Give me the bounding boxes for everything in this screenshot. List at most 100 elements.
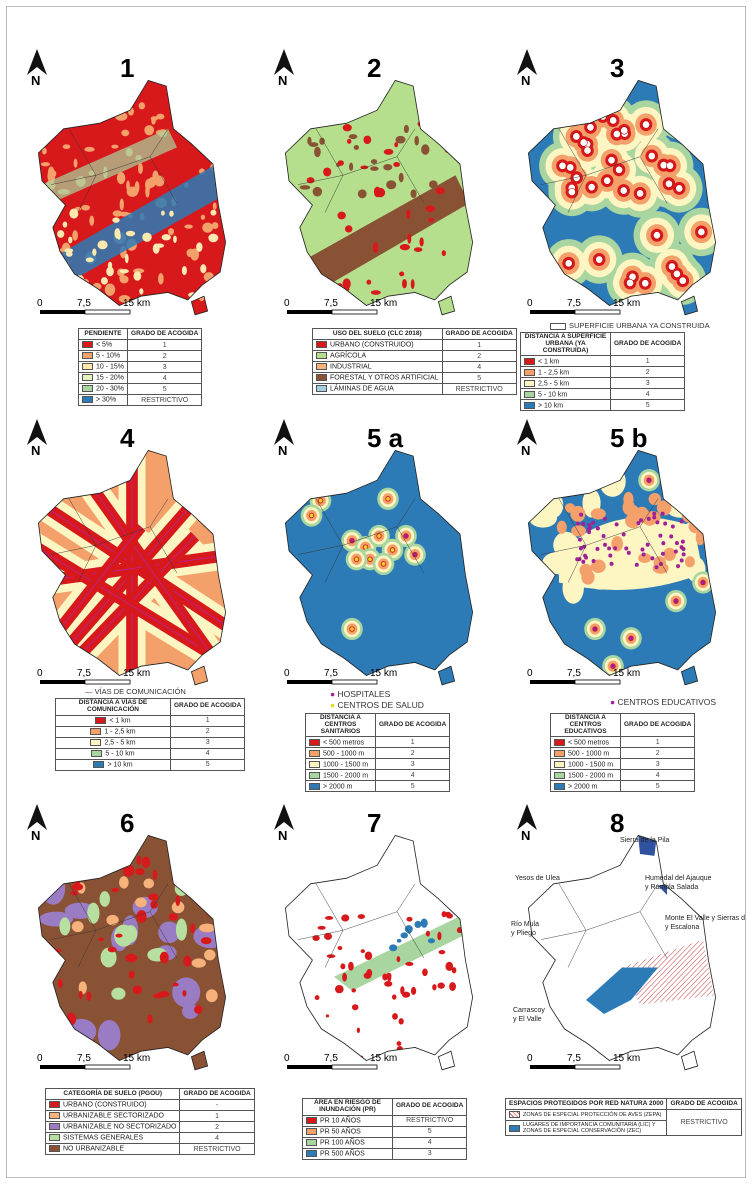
slope-patch	[168, 228, 175, 236]
map-number: 8	[610, 808, 624, 838]
point-legend-item: ● CENTROS DE SALUD	[330, 700, 424, 710]
school-point	[679, 558, 684, 563]
slope-patch	[161, 234, 171, 241]
urban-patch	[435, 187, 445, 195]
legend-title: PENDIENTE	[77, 328, 129, 340]
urban-patch	[337, 211, 346, 220]
legend-swatch	[49, 1101, 60, 1109]
school-point	[539, 492, 543, 497]
flood-zone	[427, 938, 436, 944]
legend-label: 10 - 15%	[96, 363, 125, 371]
urban-zone	[98, 937, 104, 942]
slope-patch	[115, 111, 128, 121]
legend-label: 1 - 2,5 km	[538, 369, 570, 377]
general-systems	[100, 947, 117, 968]
flood-zone	[400, 932, 409, 939]
scale-bar: 0 7,5 15 km	[527, 1053, 640, 1070]
legend-grade-header: GRADO DE ACOGIDA	[609, 331, 686, 357]
lic-area	[638, 835, 657, 856]
legend-grade-header: GRADO DE ACOGIDA	[619, 712, 696, 738]
sectorized-zone	[106, 914, 119, 926]
legend-swatch	[82, 341, 93, 349]
flood-zone	[325, 1014, 330, 1018]
legend-label: 500 - 1000 m	[323, 750, 365, 758]
slope-patch	[121, 129, 130, 137]
slope-patch	[188, 133, 195, 142]
urban-patch	[417, 120, 425, 127]
svg-text:15 km: 15 km	[123, 668, 150, 679]
slope-patch	[198, 288, 206, 302]
school-point	[658, 562, 663, 567]
protected-area-label: Río Mula y Pliego	[511, 921, 539, 937]
legend-label: 5 - 10 km	[105, 750, 135, 758]
svg-text:15 km: 15 km	[613, 1053, 640, 1064]
school-point	[609, 561, 614, 566]
school-point	[654, 565, 659, 570]
legend-row: > 30% RESTRICTIVO	[77, 394, 203, 406]
school-point	[581, 559, 586, 564]
flood-zone	[437, 982, 445, 989]
map-panel-3: N 3 0 7,5 15 km SUPERFICIE URBANA YA CONSTRUI…	[505, 35, 745, 412]
district-boundary	[540, 128, 668, 213]
legend-label: 1000 - 1500 m	[568, 761, 614, 769]
legend-swatch	[524, 401, 535, 409]
urban-area	[603, 176, 612, 185]
distance-buffer	[674, 108, 687, 123]
legend-grade-header: GRADO DE ACOGIDA	[169, 698, 246, 716]
forest-patch	[383, 163, 393, 171]
slope-patch	[62, 221, 68, 228]
forest-patch	[454, 124, 459, 134]
slope-patch	[81, 204, 91, 211]
urban-area	[564, 259, 573, 268]
slope-patch	[158, 273, 164, 285]
legend-swatch	[82, 352, 93, 360]
buffer	[663, 547, 676, 561]
urban-area	[668, 262, 676, 271]
legend-swatch	[306, 1149, 317, 1157]
legend-grade-header: GRADO DE ACOGIDA	[666, 1098, 742, 1110]
legend-grade: 4	[179, 1132, 255, 1144]
urban-patch	[323, 167, 332, 177]
legend-swatch	[306, 1127, 317, 1135]
unsectorized-zone	[97, 1019, 121, 1051]
urban-zone	[183, 955, 192, 967]
urban-patch	[360, 165, 369, 170]
buffer	[694, 517, 704, 528]
urban-zone	[179, 878, 192, 892]
legend-grade: 3	[374, 758, 451, 771]
district-boundary	[297, 883, 425, 968]
distance-buffer	[596, 109, 610, 123]
slope-patch	[139, 288, 144, 295]
flood-zone	[314, 995, 320, 1001]
legend-title: ÁREA EN RIESGO DE INUNDACIÓN (PR)	[302, 1098, 393, 1116]
figure-frame	[6, 6, 746, 1178]
school-point	[578, 546, 583, 551]
school-point	[624, 546, 629, 551]
urban-patch	[370, 290, 381, 295]
legend-swatch	[554, 782, 565, 790]
forest-patch	[386, 180, 397, 190]
sectorized-zone	[119, 876, 129, 889]
map-number: 7	[367, 808, 381, 838]
general-systems	[174, 880, 189, 896]
legend-swatch	[524, 390, 535, 398]
urban-zone	[57, 978, 63, 989]
school-point	[629, 636, 633, 641]
north-arrow-icon: N	[274, 49, 294, 88]
legend-row: > 2000 m 5	[305, 780, 451, 793]
urban-zone	[141, 856, 151, 868]
map-panel-2: N 2 0 7,5 15 km USO DEL SUELO (CLC 2018) GRADO…	[262, 35, 517, 395]
urban-patch	[413, 247, 423, 252]
district-boundary	[50, 128, 178, 213]
urban-zone	[135, 868, 145, 876]
legend-grade: 3	[127, 361, 203, 373]
school-point	[674, 541, 679, 546]
forest-patch	[370, 166, 379, 171]
general-systems	[111, 987, 126, 1000]
flood-zone	[357, 914, 366, 919]
legend-swatch	[309, 771, 320, 779]
urban-zone	[206, 856, 218, 866]
flood-zone	[405, 961, 414, 967]
slope-patch	[51, 255, 61, 265]
legend-grade: RESTRICTIVO	[441, 383, 517, 395]
